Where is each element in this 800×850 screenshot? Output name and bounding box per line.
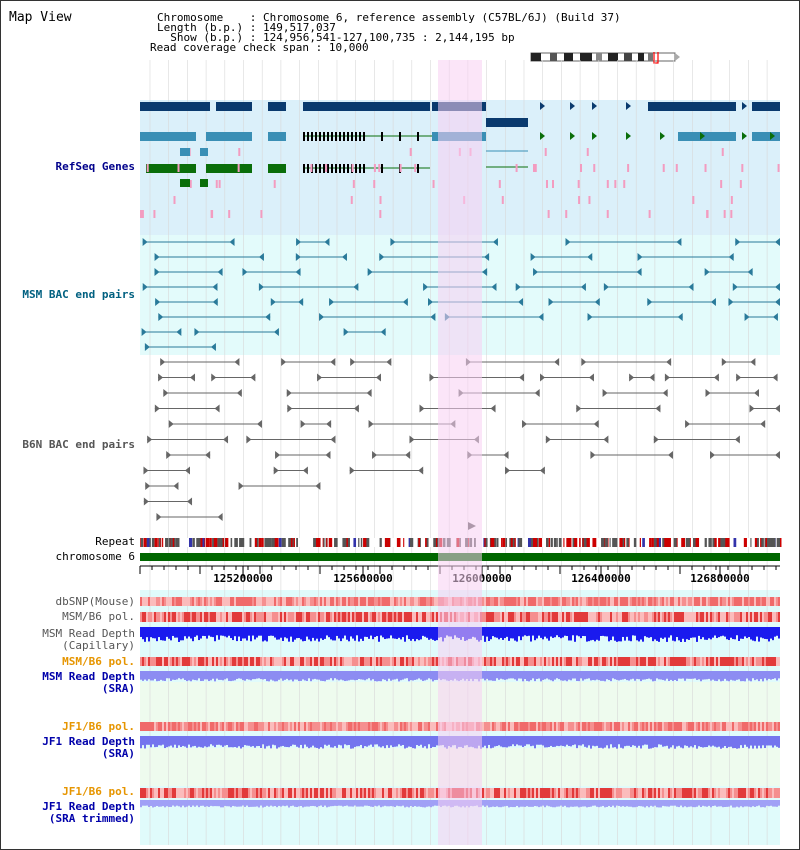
- chromosome-value: Chromosome 6, reference assembly (C57BL/…: [262, 11, 621, 24]
- track-label-msm-bac[interactable]: MSM BAC end pairs: [22, 288, 135, 301]
- show-info-row: Show (b.p.) : 124,956,541-127,100,735 : …: [170, 31, 515, 44]
- track-label-msm-read-depth-sra[interactable]: MSM Read Depth (SRA): [42, 670, 135, 695]
- track-label-msm-b6-pol-2[interactable]: MSM/B6 pol.: [62, 655, 135, 668]
- track-label-b6n-bac[interactable]: B6N BAC end pairs: [22, 438, 135, 451]
- axis-tick-label: 126400000: [571, 572, 631, 585]
- track-label-repeat[interactable]: Repeat: [95, 535, 135, 548]
- chromosome-label: Chromosome: [157, 11, 224, 24]
- show-label: Show (b.p.): [170, 31, 244, 44]
- axis-tick-label: 125600000: [333, 572, 393, 585]
- track-label-msm-read-depth-capillary[interactable]: MSM Read Depth (Capillary): [42, 627, 135, 652]
- coverage-info-row: Read coverage check span : 10,000: [150, 41, 369, 54]
- length-value: 149,517,037: [262, 21, 336, 34]
- coverage-label: Read coverage check span: [150, 41, 309, 54]
- axis-tick-label: 125200000: [213, 572, 273, 585]
- highlight-region[interactable]: [438, 60, 482, 845]
- track-label-jf1-b6-pol-2[interactable]: JF1/B6 pol.: [62, 785, 135, 798]
- track-label-dbsnp[interactable]: dbSNP(Mouse): [55, 595, 135, 608]
- length-label: Length (b.p.): [157, 21, 244, 34]
- track-label-msm-b6-pol-1[interactable]: MSM/B6 pol.: [62, 610, 135, 623]
- show-value: 124,956,541-127,100,735 : 2,144,195 bp: [262, 31, 515, 44]
- track-label-refseq[interactable]: RefSeq Genes: [55, 160, 135, 173]
- axis-tick-label: 126800000: [690, 572, 750, 585]
- chromosome-info-row: Chromosome : Chromosome 6, reference ass…: [157, 11, 621, 24]
- ideogram-selection-marker: [653, 52, 659, 64]
- chromosome-ideogram[interactable]: [530, 52, 682, 64]
- length-info-row: Length (b.p.) : 149,517,037: [157, 21, 336, 34]
- track-label-jf1-read-depth-trimmed[interactable]: JF1 Read Depth (SRA trimmed): [42, 800, 135, 825]
- track-label-chromosome[interactable]: chromosome 6: [55, 550, 135, 563]
- coverage-value: 10,000: [328, 41, 369, 54]
- read-depth-histograms: [140, 627, 780, 808]
- track-label-jf1-b6-pol-1[interactable]: JF1/B6 pol.: [62, 720, 135, 733]
- page-title: Map View: [9, 10, 72, 25]
- track-label-jf1-read-depth-sra[interactable]: JF1 Read Depth (SRA): [42, 735, 135, 760]
